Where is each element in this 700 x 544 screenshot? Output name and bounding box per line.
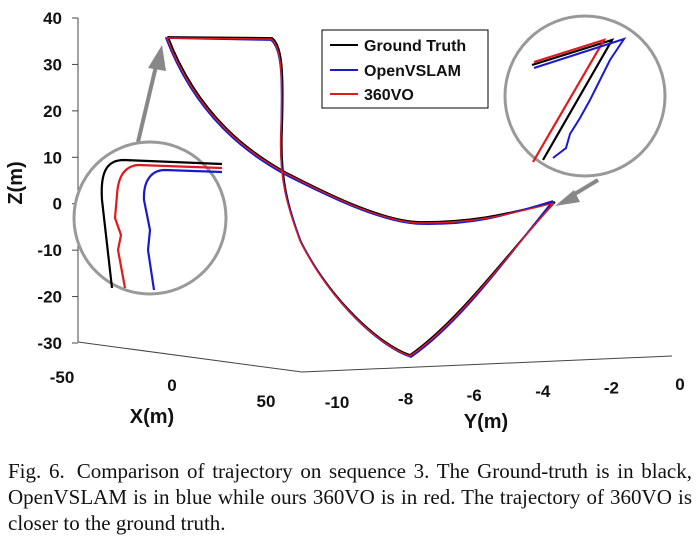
z-tick-label: -30 bbox=[37, 334, 62, 353]
x-tick-label: 0 bbox=[167, 376, 176, 395]
z-tick-label: 10 bbox=[43, 148, 62, 167]
x-axis-line bbox=[77, 341, 303, 373]
y-tick-label: -10 bbox=[325, 393, 350, 412]
inset-right-circle bbox=[503, 14, 667, 178]
y-tick-label: -4 bbox=[535, 382, 551, 401]
caption-text: Comparison of trajectory on sequence 3. … bbox=[8, 459, 692, 535]
arrow-left-head bbox=[148, 45, 166, 71]
inset-right-blue bbox=[533, 37, 627, 159]
legend: Ground Truth OpenVSLAM 360VO bbox=[321, 29, 489, 109]
y-axis-line bbox=[301, 355, 673, 373]
inset-left-black bbox=[100, 158, 223, 289]
legend-label-360vo: 360VO bbox=[364, 87, 414, 104]
z-tick-label: -20 bbox=[37, 288, 62, 307]
x-tick-label: 50 bbox=[257, 392, 276, 411]
inset-left-blue bbox=[142, 168, 223, 291]
x-axis-label: X(m) bbox=[130, 406, 174, 428]
inset-left-circle bbox=[72, 140, 228, 296]
y-tick-label: -2 bbox=[604, 379, 619, 398]
legend-label-openvslam: OpenVSLAM bbox=[364, 63, 461, 80]
inset-arrows bbox=[136, 45, 600, 206]
z-tick-label: 20 bbox=[43, 102, 62, 121]
legend-label-ground-truth: Ground Truth bbox=[364, 38, 466, 55]
inset-left-red bbox=[113, 163, 223, 289]
z-tick-label: 0 bbox=[53, 195, 62, 214]
y-tick-group: -10 -8 -6 -4 -2 0 bbox=[325, 375, 685, 412]
caption-label: Fig. 6. bbox=[8, 459, 65, 483]
axes bbox=[77, 18, 673, 373]
arrow-right-head bbox=[555, 190, 580, 206]
z-tick-group: 40 30 20 10 0 -10 -20 -30 bbox=[37, 9, 78, 353]
y-tick-label: 0 bbox=[675, 375, 684, 394]
series-360vo-line bbox=[166, 37, 555, 357]
x-tick-group: -50 0 50 bbox=[50, 368, 276, 411]
z-axis-label: Z(m) bbox=[5, 161, 27, 204]
y-tick-label: -6 bbox=[467, 386, 482, 405]
y-tick-label: -8 bbox=[398, 389, 413, 408]
figure-caption: Fig. 6. Comparison of trajectory on seque… bbox=[8, 458, 692, 536]
series-ground-truth-line bbox=[167, 36, 556, 356]
y-axis-label: Y(m) bbox=[464, 411, 508, 433]
z-tick-label: 40 bbox=[43, 9, 62, 28]
inset-zoom-end bbox=[503, 14, 667, 178]
x-tick-label: -50 bbox=[50, 368, 75, 387]
inset-right-red bbox=[532, 38, 607, 163]
z-tick-label: -10 bbox=[37, 241, 62, 260]
inset-zoom-start bbox=[72, 140, 228, 296]
z-tick-label: 30 bbox=[43, 55, 62, 74]
inset-right-black bbox=[531, 38, 615, 161]
trajectories bbox=[165, 36, 556, 358]
arrow-left-shaft bbox=[136, 61, 159, 143]
